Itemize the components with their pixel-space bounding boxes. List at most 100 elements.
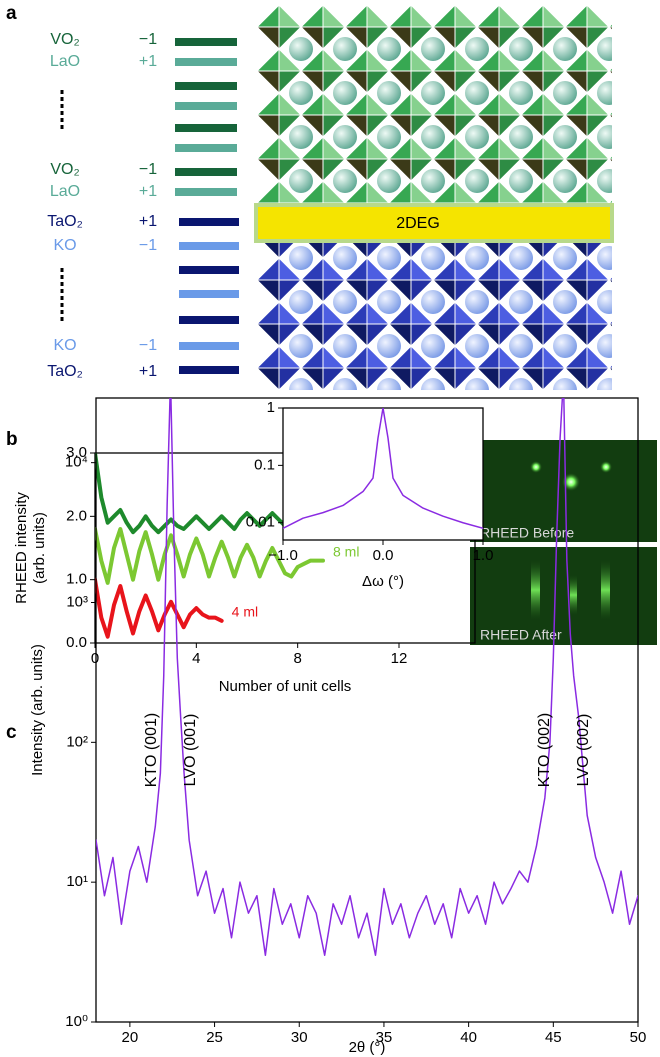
atom: [597, 378, 612, 390]
atom: [509, 246, 533, 270]
y-axis-label: (arb. units): [31, 512, 48, 584]
layer-label: VO₂: [50, 31, 79, 48]
atom: [421, 81, 445, 105]
x-tick-label: 45: [545, 1029, 562, 1046]
octahedron-face: [607, 158, 612, 163]
octahedron-face: [475, 5, 500, 28]
atom: [597, 169, 612, 193]
rheed-streak: [531, 560, 540, 620]
layer-charge: +1: [139, 213, 157, 230]
octahedron-face: [607, 199, 612, 204]
octahedron-face: [607, 364, 612, 369]
octahedron-face: [257, 91, 280, 116]
atom: [333, 290, 357, 314]
lattice-top: [257, 5, 660, 207]
x-tick-label: 30: [291, 1029, 308, 1046]
octahedron-face: [563, 5, 588, 28]
peak-label: KTO (001): [143, 713, 160, 787]
atom: [465, 334, 489, 358]
octahedron-face: [607, 320, 612, 325]
y-axis-label: RHEED intensity: [13, 492, 30, 604]
panel-label: c: [6, 722, 17, 743]
atom: [465, 246, 489, 270]
plot-area: [96, 398, 638, 957]
octahedron-face: [586, 5, 611, 28]
atom: [465, 125, 489, 149]
atom: [597, 81, 612, 105]
octahedron-face: [607, 279, 612, 284]
panel-label: b: [6, 429, 18, 450]
layer-bar: [175, 38, 237, 46]
atom: [377, 81, 401, 105]
atom: [333, 246, 357, 270]
atom: [465, 378, 489, 390]
data-line: [283, 408, 483, 530]
octahedron-face: [299, 367, 324, 390]
octahedron-face: [257, 26, 280, 51]
panel-label: a: [6, 3, 17, 24]
x-tick-label: 25: [206, 1029, 223, 1046]
octahedron-face: [278, 5, 303, 28]
peak-label: LVO (001): [182, 714, 199, 787]
peak-label: KTO (002): [536, 713, 553, 787]
lattice: [257, 5, 660, 390]
x-axis-label: Number of unit cells: [219, 678, 352, 695]
atom: [641, 125, 660, 149]
octahedron-face: [519, 323, 544, 348]
octahedron-face: [299, 70, 324, 95]
layer-bar: [179, 316, 239, 324]
octahedron-face: [431, 26, 456, 51]
atom: [509, 169, 533, 193]
octahedron-face: [631, 71, 653, 93]
atom: [377, 334, 401, 358]
layer-bar: [179, 266, 239, 274]
octahedron-face: [563, 26, 588, 51]
octahedron-face: [498, 5, 523, 28]
atom: [377, 378, 401, 390]
atom: [597, 125, 612, 149]
octahedron-face: [257, 323, 280, 348]
octahedron-face: [631, 324, 653, 346]
atom: [641, 81, 660, 105]
atom: [509, 37, 533, 61]
octahedron-face: [257, 300, 280, 325]
octahedron-face: [257, 179, 280, 204]
octahedron-face: [387, 367, 412, 390]
octahedron-face: [322, 5, 347, 28]
atom: [597, 246, 612, 270]
atom: [333, 169, 357, 193]
octahedron-face: [631, 258, 653, 280]
octahedron-face: [387, 323, 412, 348]
atom: [509, 81, 533, 105]
atom: [641, 246, 660, 270]
octahedron-face: [631, 49, 653, 71]
atom: [553, 246, 577, 270]
octahedron-face: [631, 236, 653, 258]
layer-charge: +1: [139, 363, 157, 380]
octahedron-face: [631, 368, 653, 390]
octahedron-face: [257, 367, 280, 390]
octahedron-face: [257, 158, 280, 183]
layer-label: TaO₂: [47, 363, 83, 380]
octahedron-face: [631, 93, 653, 115]
plot-area: [283, 408, 483, 530]
layer-label: TaO₂: [47, 213, 83, 230]
y-tick-label: 10²: [66, 733, 88, 750]
octahedron-face: [299, 26, 324, 51]
x-tick-label: 12: [391, 650, 408, 667]
x-axis-label: 2θ (°): [349, 1039, 386, 1056]
rheed-label: RHEED Before: [480, 525, 574, 541]
atom: [289, 169, 313, 193]
octahedron-face: [431, 279, 456, 304]
octahedron-face: [387, 26, 412, 51]
octahedron-face: [343, 279, 368, 304]
x-tick-label: 4: [192, 650, 200, 667]
octahedron-face: [519, 279, 544, 304]
octahedron-face: [563, 367, 588, 390]
atom: [377, 169, 401, 193]
data-line: [96, 398, 638, 957]
octahedron-face: [607, 70, 612, 75]
octahedron-face: [519, 26, 544, 51]
x-tick-label: 40: [460, 1029, 477, 1046]
